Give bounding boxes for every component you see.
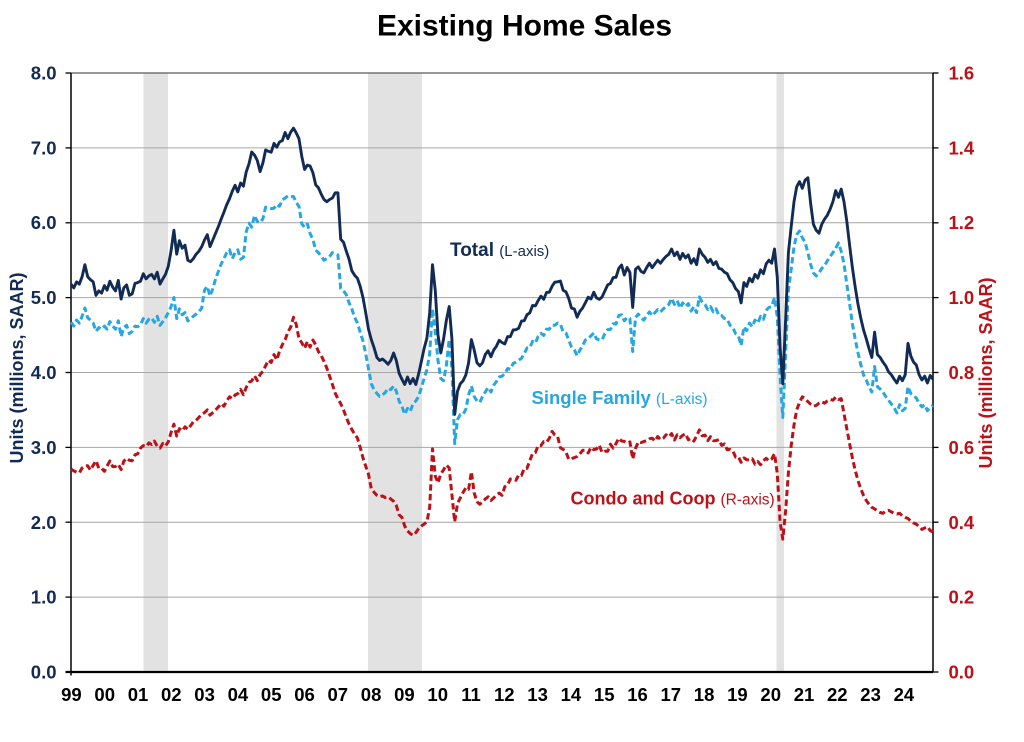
svg-text:2.0: 2.0 bbox=[31, 512, 57, 533]
svg-text:8.0: 8.0 bbox=[31, 63, 57, 84]
svg-text:05: 05 bbox=[261, 684, 282, 705]
svg-text:02: 02 bbox=[161, 684, 182, 705]
svg-text:18: 18 bbox=[694, 684, 715, 705]
svg-text:10: 10 bbox=[427, 684, 448, 705]
svg-text:0.4: 0.4 bbox=[949, 512, 975, 533]
svg-text:06: 06 bbox=[294, 684, 315, 705]
svg-text:22: 22 bbox=[827, 684, 848, 705]
svg-text:99: 99 bbox=[61, 684, 82, 705]
svg-text:12: 12 bbox=[494, 684, 515, 705]
svg-text:09: 09 bbox=[394, 684, 415, 705]
svg-text:00: 00 bbox=[94, 684, 115, 705]
svg-text:1.6: 1.6 bbox=[949, 63, 975, 84]
svg-text:14: 14 bbox=[561, 684, 582, 705]
svg-text:5.0: 5.0 bbox=[31, 287, 57, 308]
svg-text:Condo and Coop (R-axis): Condo and Coop (R-axis) bbox=[571, 489, 775, 509]
svg-text:7.0: 7.0 bbox=[31, 137, 57, 158]
svg-text:21: 21 bbox=[794, 684, 815, 705]
svg-text:19: 19 bbox=[727, 684, 748, 705]
svg-text:0.2: 0.2 bbox=[949, 587, 975, 608]
svg-text:16: 16 bbox=[627, 684, 648, 705]
svg-text:0.6: 0.6 bbox=[949, 437, 975, 458]
svg-text:11: 11 bbox=[461, 684, 481, 705]
svg-text:Total (L-axis): Total (L-axis) bbox=[450, 240, 549, 261]
svg-text:0.0: 0.0 bbox=[31, 662, 57, 683]
svg-text:Single Family (L-axis): Single Family (L-axis) bbox=[532, 387, 708, 408]
svg-text:24: 24 bbox=[894, 684, 915, 705]
svg-text:23: 23 bbox=[860, 684, 881, 705]
svg-text:Existing Home Sales: Existing Home Sales bbox=[377, 10, 672, 43]
svg-text:1.0: 1.0 bbox=[31, 587, 57, 608]
svg-text:3.0: 3.0 bbox=[31, 437, 57, 458]
svg-text:6.0: 6.0 bbox=[31, 212, 57, 233]
svg-text:01: 01 bbox=[128, 684, 149, 705]
svg-text:1.0: 1.0 bbox=[949, 287, 975, 308]
svg-text:07: 07 bbox=[328, 684, 349, 705]
svg-text:0.8: 0.8 bbox=[949, 362, 975, 383]
svg-text:1.2: 1.2 bbox=[949, 212, 975, 233]
svg-text:15: 15 bbox=[594, 684, 615, 705]
svg-text:1.4: 1.4 bbox=[949, 137, 975, 158]
svg-text:0.0: 0.0 bbox=[949, 662, 975, 683]
svg-text:13: 13 bbox=[527, 684, 548, 705]
svg-text:4.0: 4.0 bbox=[31, 362, 57, 383]
svg-text:04: 04 bbox=[228, 684, 249, 705]
svg-text:17: 17 bbox=[661, 684, 682, 705]
svg-text:03: 03 bbox=[194, 684, 215, 705]
svg-text:20: 20 bbox=[760, 684, 781, 705]
svg-text:Units (millions, SAAR): Units (millions, SAAR) bbox=[7, 272, 27, 463]
svg-text:Units (millions, SAAR): Units (millions, SAAR) bbox=[976, 277, 996, 468]
svg-text:08: 08 bbox=[361, 684, 382, 705]
